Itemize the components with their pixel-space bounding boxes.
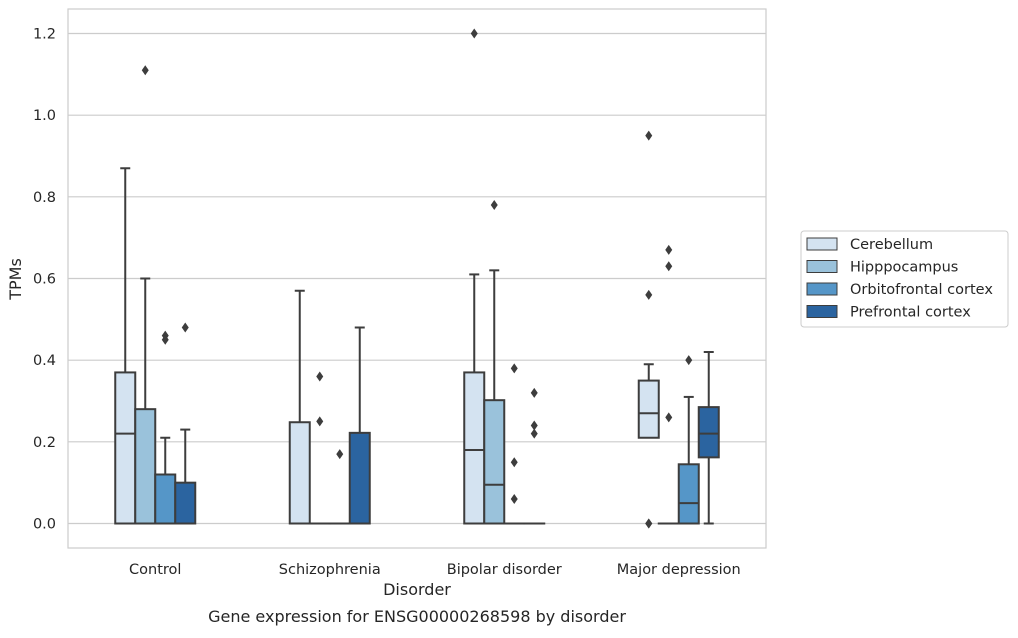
y-tick-label: 1.0 — [33, 108, 56, 124]
legend-swatch — [807, 306, 837, 318]
legend-swatch — [807, 238, 837, 250]
legend-swatch — [807, 261, 837, 273]
x-tick-label: Major depression — [617, 562, 741, 578]
box-body — [155, 475, 175, 524]
box-body — [115, 372, 135, 523]
box-body — [290, 422, 310, 523]
legend-label: Prefrontal cortex — [850, 305, 971, 321]
legend-label: Hipppocampus — [850, 260, 958, 276]
y-tick-label: 1.2 — [33, 27, 56, 43]
chart-caption: Gene expression for ENSG00000268598 by d… — [208, 607, 626, 626]
x-tick-label: Control — [129, 562, 181, 578]
x-tick-label: Schizophrenia — [279, 562, 381, 578]
box-body — [639, 381, 659, 438]
x-tick-labels: Control Schizophrenia Bipolar disorder Majo… — [129, 562, 741, 578]
y-axis-label: TPMs — [6, 258, 25, 301]
x-tick-label: Bipolar disorder — [447, 562, 562, 578]
x-axis-label: Disorder — [383, 580, 451, 599]
y-tick-labels: 0.0 0.2 0.4 0.6 0.8 1.0 1.2 — [33, 27, 56, 533]
legend-label: Orbitofrontal cortex — [850, 282, 993, 298]
box-body — [175, 483, 195, 524]
box-body — [350, 433, 370, 524]
legend-label: Cerebellum — [850, 237, 933, 253]
y-tick-label: 0.4 — [33, 353, 56, 369]
box-body — [679, 464, 699, 523]
legend-swatch — [807, 283, 837, 295]
box-body — [484, 400, 504, 523]
box-body — [464, 372, 484, 523]
legend: Cerebellum Hipppocampus Orbitofrontal cort… — [801, 231, 1008, 327]
y-tick-label: 0.0 — [33, 517, 56, 533]
y-tick-label: 0.8 — [33, 190, 56, 206]
box-body — [699, 407, 719, 457]
y-tick-label: 0.2 — [33, 435, 56, 451]
y-tick-label: 0.6 — [33, 272, 56, 288]
box-body — [135, 409, 155, 523]
